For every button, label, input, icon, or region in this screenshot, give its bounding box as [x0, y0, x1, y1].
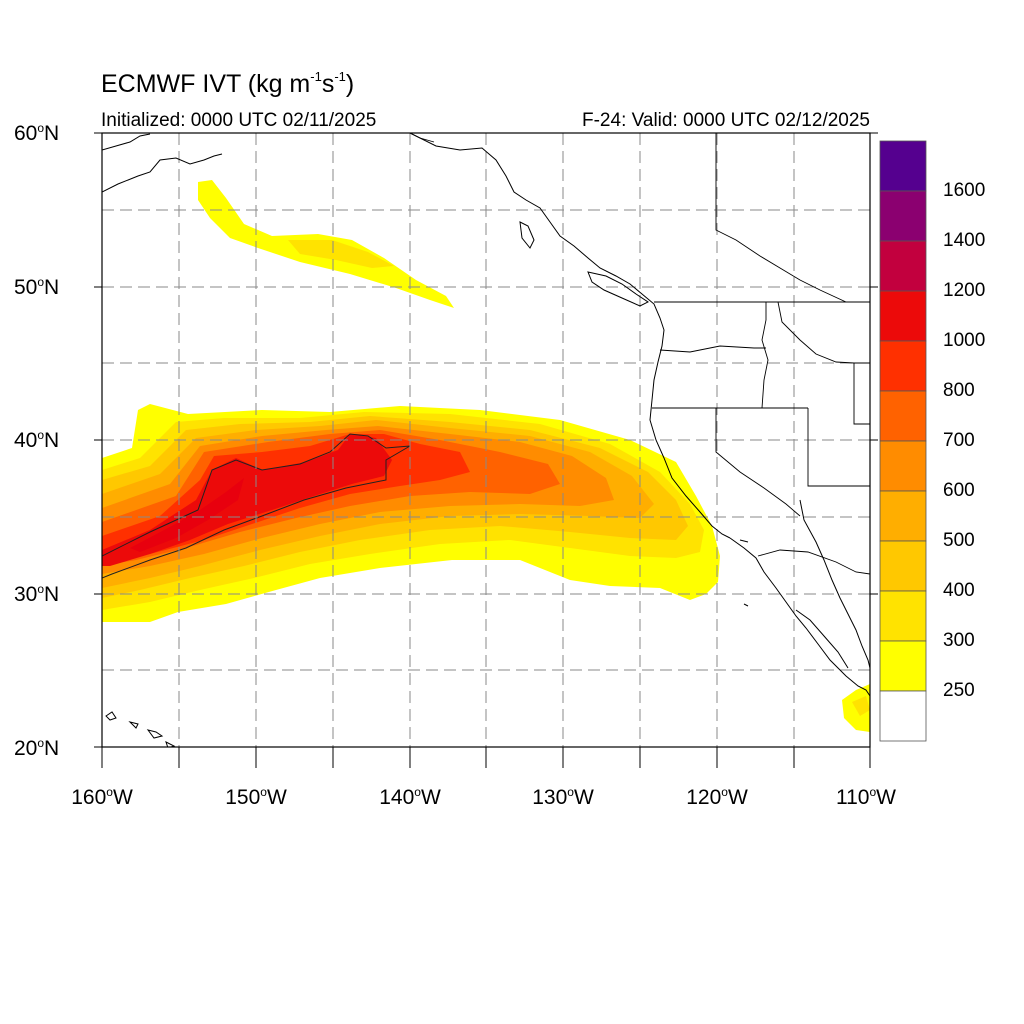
- alaska-canada-border: [409, 133, 847, 303]
- ivt-1000-core: [130, 478, 244, 552]
- colorbar-label-500: 500: [943, 530, 975, 551]
- vancouver-island: [587, 271, 649, 307]
- nevada-border: [715, 408, 801, 517]
- idaho-border: [761, 302, 769, 409]
- lat-label-50: 50oN: [14, 275, 60, 299]
- colorbar-label-1600: 1600: [943, 180, 986, 201]
- colorbar-swatch: [879, 140, 927, 192]
- initialized-label: Initialized: 0000 UTC 02/11/2025: [101, 110, 377, 131]
- lat-label-20: 20oN: [14, 736, 60, 760]
- montana-border: [777, 301, 855, 364]
- colorbar-label-300: 300: [943, 630, 975, 651]
- colorbar-label-1000: 1000: [943, 330, 986, 351]
- lat-label-60: 60oN: [14, 121, 60, 145]
- political-borders: [409, 133, 870, 575]
- lon-label-160: 160oW: [71, 785, 133, 809]
- valid-time-label: F-24: Valid: 0000 UTC 02/12/2025: [582, 110, 870, 131]
- lat-label-40: 40oN: [14, 428, 60, 452]
- colorbar-swatch: [879, 640, 927, 692]
- lat-label-30: 30oN: [14, 582, 60, 606]
- lon-label-110: 110oW: [836, 785, 896, 809]
- colorbar-swatch: [879, 340, 927, 392]
- graticule: [102, 133, 870, 747]
- colorbar-swatch: [879, 540, 927, 592]
- lon-label-120: 120oW: [686, 785, 748, 809]
- colorbar-label-700: 700: [943, 430, 975, 451]
- colorbar-swatch: [879, 490, 927, 542]
- colorbar-label-400: 400: [943, 580, 975, 601]
- nevada-utah-border: [807, 408, 870, 487]
- colorbar-label-1400: 1400: [943, 230, 986, 251]
- gulf-california-shore: [795, 609, 849, 669]
- colorbar-label-250: 250: [943, 680, 975, 701]
- us-mexico-border: [757, 549, 870, 575]
- queen-charlotte-islands: [519, 221, 535, 249]
- coastlines: [102, 133, 870, 747]
- colorbar-swatch: [879, 590, 927, 642]
- colorbar-swatch: [879, 440, 927, 492]
- colorbar-swatch: [879, 390, 927, 442]
- north-america-coast: [409, 133, 731, 539]
- hawaii-islands: [105, 711, 176, 747]
- ivt-northern-band-core: [288, 240, 394, 268]
- baja-coast-east: [799, 499, 870, 669]
- channel-islands: [739, 539, 749, 607]
- colorbar-label-1200: 1200: [943, 280, 986, 301]
- lon-label-130: 130oW: [532, 785, 594, 809]
- colorbar: [879, 140, 927, 742]
- colorbar-swatch: [879, 690, 927, 742]
- ivt-baja-cluster-core: [852, 696, 870, 716]
- ivt-1000-contour: [102, 433, 411, 579]
- baja-coast-west: [729, 537, 870, 697]
- alaska-peninsula-coast: [102, 153, 223, 193]
- colorbar-swatch: [879, 290, 927, 342]
- washington-oregon-border: [659, 345, 766, 353]
- colorbar-label-800: 800: [943, 380, 975, 401]
- utah-border: [853, 362, 870, 425]
- axis-ticks: [94, 132, 878, 768]
- colorbar-label-600: 600: [943, 480, 975, 501]
- colorbar-swatch: [879, 190, 927, 242]
- lon-label-150: 150oW: [225, 785, 287, 809]
- alaska-coast-top: [102, 133, 151, 151]
- colorbar-swatch: [879, 240, 927, 292]
- lon-label-140: 140oW: [379, 785, 441, 809]
- chart-title: ECMWF IVT (kg m-1s-1): [101, 68, 355, 98]
